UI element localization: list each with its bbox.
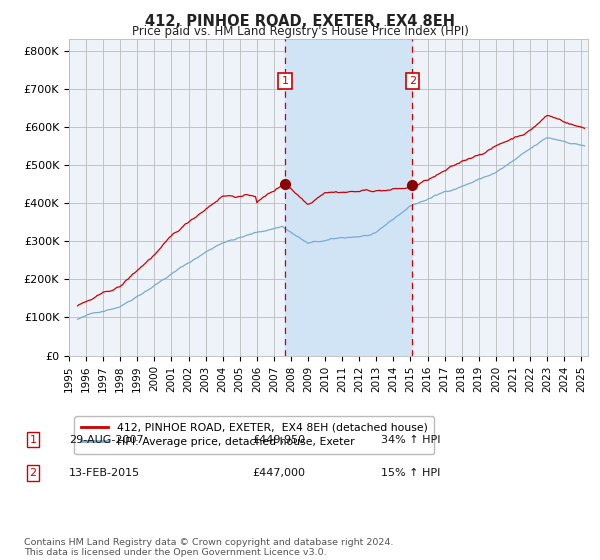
Text: 412, PINHOE ROAD, EXETER, EX4 8EH: 412, PINHOE ROAD, EXETER, EX4 8EH — [145, 14, 455, 29]
Bar — [285, 39, 412, 356]
Text: 1: 1 — [29, 435, 37, 445]
Text: Contains HM Land Registry data © Crown copyright and database right 2024.
This d: Contains HM Land Registry data © Crown c… — [24, 538, 394, 557]
Text: 13-FEB-2015: 13-FEB-2015 — [69, 468, 140, 478]
Text: 2: 2 — [29, 468, 37, 478]
Text: 2: 2 — [409, 76, 416, 86]
Legend: 412, PINHOE ROAD, EXETER,  EX4 8EH (detached house), HPI: Average price, detache: 412, PINHOE ROAD, EXETER, EX4 8EH (detac… — [74, 417, 434, 454]
Text: 1: 1 — [281, 76, 289, 86]
Text: Price paid vs. HM Land Registry's House Price Index (HPI): Price paid vs. HM Land Registry's House … — [131, 25, 469, 38]
Text: £447,000: £447,000 — [252, 468, 305, 478]
Text: 15% ↑ HPI: 15% ↑ HPI — [381, 468, 440, 478]
Text: 29-AUG-2007: 29-AUG-2007 — [69, 435, 143, 445]
Text: £449,950: £449,950 — [252, 435, 305, 445]
Text: 34% ↑ HPI: 34% ↑ HPI — [381, 435, 440, 445]
